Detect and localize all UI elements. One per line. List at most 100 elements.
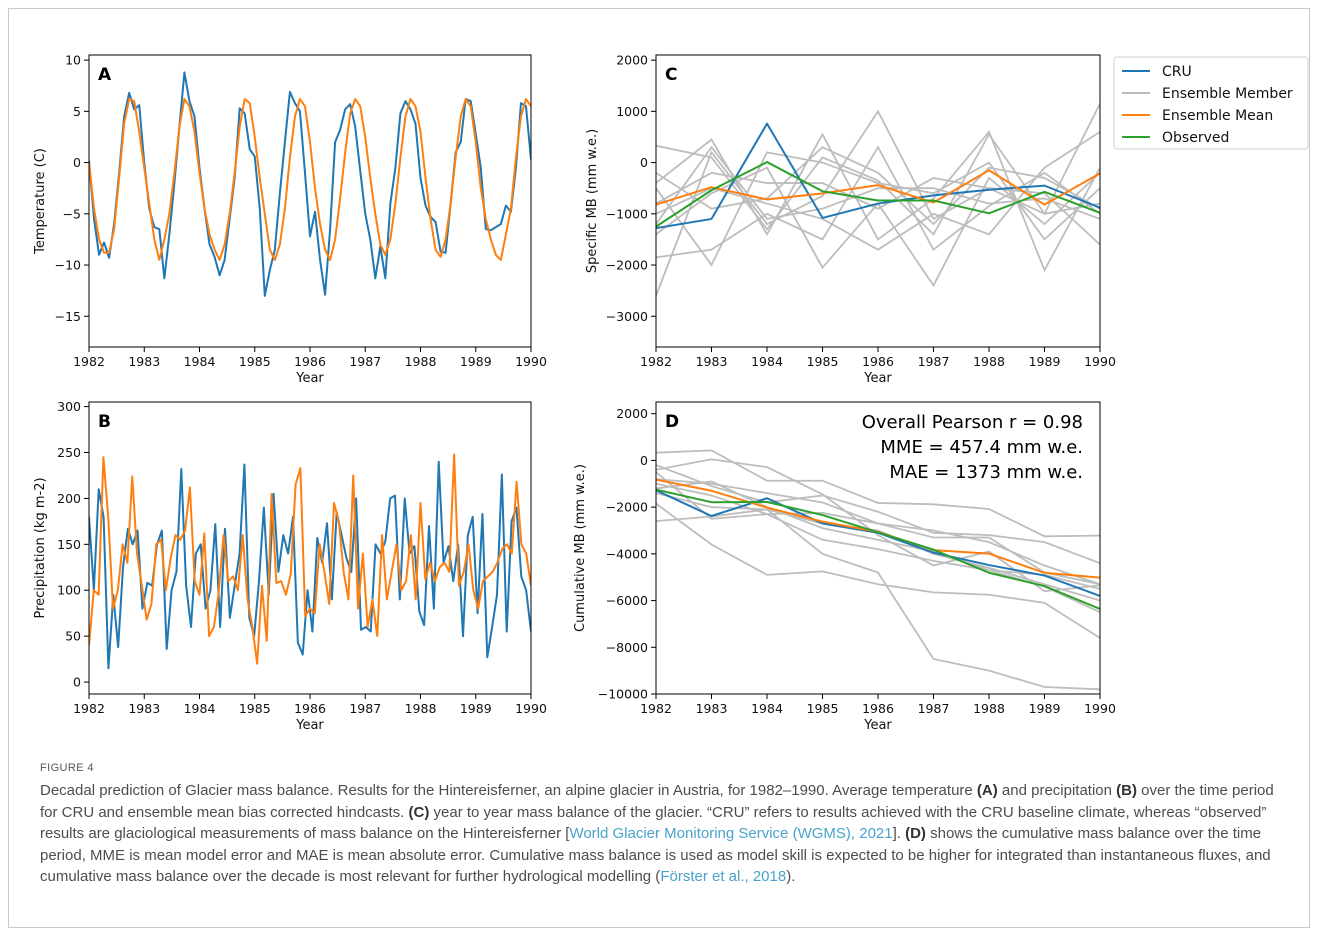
panel-b: 1982 1983 1984 1985 1986 1987 1988 1989 1990 300 2… [33,399,547,733]
y-tick-label: −2000 [606,258,648,273]
series-line-ensemble-member [656,145,1100,259]
axes-frame [655,401,1101,695]
axes-frame [88,54,532,348]
y-axis-label: Cumulative MB (mm w.e.) [573,464,588,632]
series-line-ensemble-member [656,480,1100,614]
y-tick-label: 0 [640,453,648,468]
series-line-ensemble-member [656,478,1100,586]
series-line-ensemble-mean [89,453,531,665]
series-line-cru [656,122,1100,230]
plot-area [89,453,531,670]
y-tick-label: −10 [55,258,81,273]
x-tick-label: 1986 [294,354,326,369]
figure-caption: FIGURE 4 Decadal prediction of Glacier m… [40,762,1290,888]
x-axis-label: Year [295,718,324,733]
caption-link-wgms[interactable]: World Glacier Monitoring Service (WGMS),… [569,825,893,842]
x-tick-label: 1982 [73,701,105,716]
annotation-text: MAE = 1373 mm w.e. [889,462,1083,483]
axes-frame [655,54,1101,348]
caption-text: Decadal prediction of Glacier mass balan… [40,780,1290,888]
caption-link-forster[interactable]: Förster et al., 2018 [660,868,787,885]
x-tick-label: 1990 [515,701,547,716]
series-line-ensemble-mean [89,98,531,261]
y-tick-label: 100 [57,583,81,598]
panel-d: 1982 1983 1984 1985 1986 1987 1988 1989 1990 2000… [573,401,1116,733]
axes-frame [88,401,532,695]
y-tick-label: −2000 [606,500,648,515]
caption-panel-ref: (B) [1116,782,1137,799]
x-tick-label: 1983 [128,354,160,369]
caption-panel-ref: (D) [905,825,926,842]
x-tick-label: 1987 [349,354,381,369]
panel-a: 1982 1983 1984 1985 1986 1987 1988 1989 1990 10 5 0… [33,53,547,386]
series-line-ensemble-member [656,171,1100,215]
y-tick-label: −3000 [606,309,648,324]
y-tick-label: −15 [55,309,81,324]
series-line-ensemble-member [656,492,1100,691]
legend-label: Observed [1162,130,1229,146]
x-tick-label: 1989 [1029,354,1061,369]
y-tick-label: 300 [57,399,81,414]
series-line-ensemble-mean [656,169,1100,206]
panel-c: 1982 1983 1984 1985 1986 1987 1988 1989 1990 2000… [585,53,1116,386]
annotation-text: Overall Pearson r = 0.98 [862,412,1083,433]
x-tick-label: 1987 [349,701,381,716]
y-axis-label: Temperature (C) [33,148,48,255]
x-tick-label: 1987 [918,701,950,716]
y-tick-label: 0 [640,155,648,170]
plot-area [89,71,531,297]
x-axis-label: Year [863,718,892,733]
x-tick-label: 1982 [73,354,105,369]
legend-box [1113,56,1309,150]
y-tick-label: −1000 [606,206,648,221]
y-axis-label: Precipitation (kg m-2) [33,477,48,618]
x-tick-label: 1989 [460,701,492,716]
x-tick-label: 1986 [294,701,326,716]
y-tick-label: 50 [65,629,81,644]
series-line-ensemble-member [656,146,1100,226]
y-tick-label: 0 [73,155,81,170]
caption-part: over the time period for CRU and ensembl… [40,782,1274,821]
x-tick-label: 1988 [973,354,1005,369]
x-tick-label: 1985 [239,701,271,716]
x-tick-label: 1983 [696,701,728,716]
x-tick-label: 1988 [405,701,437,716]
plot-area [656,449,1100,691]
y-tick-label: 1000 [616,104,648,119]
x-tick-label: 1984 [184,701,216,716]
y-tick-label: −10000 [598,687,648,702]
y-tick-label: 2000 [616,53,648,68]
x-tick-label: 1988 [405,354,437,369]
annotation-text: MME = 457.4 mm w.e. [880,437,1083,458]
y-tick-label: −5 [63,206,81,221]
y-tick-label: 2000 [616,406,648,421]
x-tick-label: 1982 [640,354,672,369]
legend-label: Ensemble Member [1162,86,1293,102]
x-tick-label: 1985 [239,354,271,369]
series-line-ensemble-mean [656,478,1100,579]
y-tick-label: −8000 [606,640,648,655]
y-tick-label: 10 [65,53,81,68]
series-line-ensemble-member [656,464,1100,565]
caption-panel-ref: (C) [408,803,430,821]
caption-panel-ref: (A) [976,782,998,799]
x-tick-label: 1988 [973,701,1005,716]
panel-letter: C [665,65,677,85]
x-tick-label: 1985 [807,701,839,716]
x-tick-label: 1987 [918,354,950,369]
caption-part: year to year mass balance of the glacier… [40,803,1267,843]
plot-area [656,103,1100,297]
x-tick-label: 1989 [460,354,492,369]
legend: CRU Ensemble Member Ensemble Mean Observed [1113,56,1309,150]
series-line-ensemble-member [656,508,1100,602]
x-tick-label: 1982 [640,701,672,716]
y-tick-label: 5 [73,104,81,119]
x-tick-label: 1990 [515,354,547,369]
x-tick-label: 1986 [862,354,894,369]
x-tick-label: 1986 [862,701,894,716]
x-tick-label: 1990 [1084,701,1116,716]
legend-label: CRU [1162,64,1192,80]
x-tick-label: 1984 [751,701,783,716]
y-tick-label: 0 [73,675,81,690]
x-tick-label: 1984 [184,354,216,369]
